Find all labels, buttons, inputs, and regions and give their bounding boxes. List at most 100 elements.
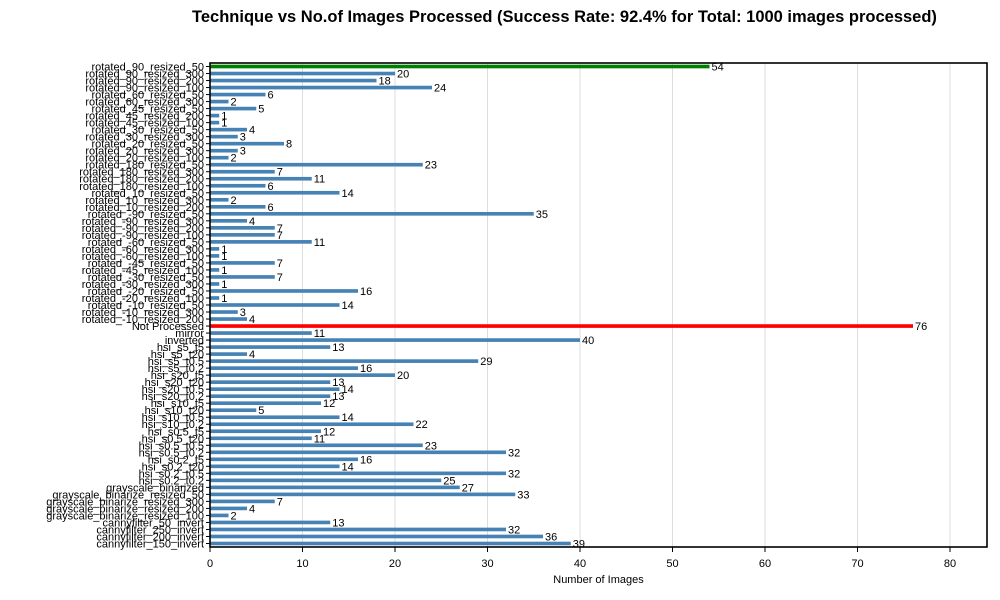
y-tick-label: hsi_s10_t20	[145, 405, 204, 417]
bar	[210, 415, 340, 420]
y-tick-label: inverted	[165, 335, 204, 347]
bar	[210, 92, 266, 97]
x-tick-label: 50	[666, 558, 678, 570]
data-label: 1	[221, 244, 227, 256]
y-tick-label: rotated_-90_resized_100	[82, 230, 204, 242]
data-label: 7	[277, 223, 283, 235]
bars	[210, 64, 913, 546]
bar	[210, 148, 238, 153]
bar	[210, 436, 312, 441]
data-label: 13	[332, 391, 344, 403]
y-tick-label: hsi_s0.5_t0.2	[139, 447, 204, 459]
bar	[210, 331, 312, 335]
bar	[210, 275, 275, 279]
bar	[210, 366, 358, 370]
y-tick-label: grayscale_binarize_resized_100	[46, 510, 204, 522]
y-tick-label: hsi_s10_t0.2	[142, 419, 204, 431]
data-label: 11	[314, 237, 325, 249]
data-label: 33	[517, 489, 529, 501]
data-label: 54	[712, 62, 724, 74]
data-label: 11	[314, 433, 325, 445]
data-label: 16	[360, 286, 372, 298]
y-tick-label: hsi_s0.2_t0.2	[139, 475, 204, 487]
data-label: 1	[221, 279, 227, 291]
bar	[210, 190, 340, 195]
y-tick-label: hsi_s0.2_t0.5	[139, 468, 204, 480]
bar	[210, 113, 220, 118]
bar	[210, 450, 506, 455]
x-tick-label: 20	[389, 558, 401, 570]
data-label: 8	[286, 139, 292, 151]
y-tick-label: rotated_45_resized_200	[85, 111, 204, 123]
data-label: 13	[332, 517, 344, 529]
bar	[210, 240, 312, 244]
y-tick-label: rotated_10_resized_50	[91, 188, 204, 200]
data-label: 6	[268, 202, 274, 214]
bar	[210, 282, 220, 286]
data-label: 25	[443, 475, 455, 487]
data-label: 11	[314, 174, 325, 186]
data-label: 1	[221, 251, 227, 263]
bar	[210, 506, 247, 511]
x-axis: 0 10 20 30 40 50 60 70 80	[207, 547, 956, 570]
y-tick-label: rotated_20_resized_300	[85, 146, 204, 158]
y-tick-label: hsi_s0.2_t5	[148, 454, 204, 466]
y-tick-label: rotated_10_resized_300	[85, 195, 204, 207]
y-tick-label: hsi_s10_t0.5	[142, 412, 204, 424]
y-axis: rotated_90_resized_50rotated_90_resized_…	[46, 62, 210, 550]
y-tick-label: hsi_s0.5_t5	[148, 426, 204, 438]
data-label: 6	[268, 181, 274, 193]
bar	[210, 387, 340, 391]
bar	[210, 204, 266, 209]
data-label: 7	[277, 258, 283, 270]
bar	[210, 197, 229, 202]
bar	[210, 155, 229, 160]
data-label: 2	[231, 510, 237, 522]
y-tick-label: grayscale_binarize_resized_300	[46, 496, 204, 508]
bar	[210, 247, 220, 251]
data-label: 11	[314, 328, 325, 340]
bar	[210, 485, 460, 490]
x-axis-title: Number of Images	[553, 574, 644, 586]
data-label: 23	[425, 440, 437, 452]
bar	[210, 106, 257, 111]
bar	[210, 261, 275, 265]
data-label: 14	[342, 461, 354, 473]
y-tick-label: rotated_-90_resized_300	[82, 216, 204, 228]
bar	[210, 345, 331, 349]
data-label: 13	[332, 377, 344, 389]
y-tick-label: rotated_-20_resized_100	[82, 293, 204, 305]
data-labels: 5420182462511438322371161426354771111717…	[221, 62, 927, 551]
data-label: 4	[249, 314, 255, 326]
data-label: 3	[240, 146, 246, 158]
y-tick-label: rotated_30_resized_50	[91, 125, 204, 137]
data-label: 7	[277, 496, 283, 508]
data-label: 1	[221, 265, 227, 277]
data-label: 32	[508, 468, 520, 480]
bar	[210, 464, 340, 469]
data-label: 23	[425, 160, 437, 172]
y-tick-label: rotated_180_resized_100	[79, 181, 204, 193]
x-tick-label: 40	[574, 558, 586, 570]
data-label: 18	[379, 76, 391, 88]
data-label: 32	[508, 524, 520, 536]
x-tick-label: 60	[759, 558, 771, 570]
data-label: 14	[342, 188, 354, 200]
bar	[210, 120, 220, 125]
y-tick-label: grayscale_binarize_resized_200	[46, 503, 204, 515]
bar	[210, 162, 423, 167]
y-tick-label: rotated_180_resized_50	[85, 160, 204, 172]
bar	[210, 338, 580, 342]
data-label: 22	[416, 419, 428, 431]
y-tick-label: rotated_-45_resized_100	[82, 265, 204, 277]
y-tick-label: rotated_-10_resized_300	[82, 307, 204, 319]
y-tick-label: rotated_-60_resized_100	[82, 251, 204, 263]
data-label: 14	[342, 384, 354, 396]
bar	[210, 176, 312, 181]
data-label: 2	[231, 195, 237, 207]
y-tick-label: rotated_90_resized_300	[85, 69, 204, 81]
y-tick-label: rotated_60_resized_50	[91, 90, 204, 102]
y-tick-label: mirror	[175, 328, 204, 340]
data-label: 7	[277, 272, 283, 284]
bar	[210, 380, 331, 384]
